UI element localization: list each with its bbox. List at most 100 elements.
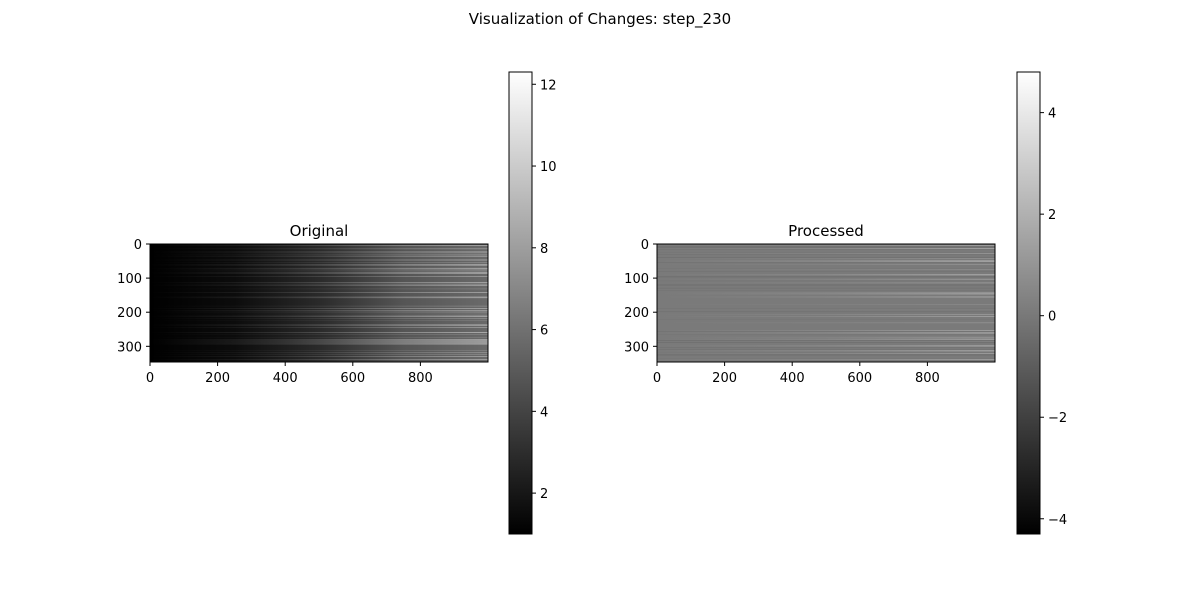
heatmap-row [150, 251, 488, 252]
heatmap-row [150, 297, 488, 298]
x-tick-label: 400 [273, 371, 298, 386]
colorbar-tick-label: 2 [1048, 208, 1056, 223]
heatmap-row [657, 333, 995, 334]
heatmap-frame [656, 243, 996, 363]
heatmap-row [150, 252, 488, 253]
heatmap-row [150, 353, 488, 354]
heatmap-row [657, 319, 995, 320]
heatmap-row [150, 285, 488, 286]
x-tick-label: 200 [205, 371, 230, 386]
heatmap-row [150, 359, 488, 360]
heatmap-row [657, 352, 995, 353]
colorbar-tick-label: 4 [540, 405, 548, 420]
heatmap-row [657, 294, 995, 295]
heatmap-row [657, 253, 995, 254]
heatmap-row [657, 316, 995, 317]
heatmap-row [150, 320, 488, 321]
heatmap-row [657, 267, 995, 268]
heatmap-row [150, 270, 488, 271]
heatmap-row [657, 331, 995, 332]
heatmap-row [150, 344, 488, 345]
heatmap-row [150, 324, 488, 325]
heatmap-row [657, 260, 995, 261]
heatmap-row [150, 340, 488, 341]
heatmap-row [657, 284, 995, 285]
heatmap-row [150, 356, 488, 357]
heatmap-row [657, 275, 995, 276]
heatmap-row [657, 268, 995, 269]
heatmap-row [150, 343, 488, 344]
figure-title: Visualization of Changes: step_230 [469, 10, 731, 29]
heatmap-row [150, 337, 488, 338]
x-tick-label: 200 [712, 371, 737, 386]
heatmap-row [657, 359, 995, 360]
heatmap-row [150, 256, 488, 257]
colorbar-tick-label: 6 [540, 324, 548, 339]
colorbar [1016, 71, 1041, 535]
heatmap-row [657, 351, 995, 352]
heatmap-row [657, 274, 995, 275]
x-tick-label: 600 [847, 371, 872, 386]
colorbar-tick-label: 0 [1048, 310, 1056, 325]
heatmap-row [150, 341, 488, 342]
heatmap-row [150, 283, 488, 284]
heatmap-row [657, 290, 995, 291]
panel-title: Original [290, 222, 349, 240]
original-panel: Original 0 200 400 600 800 0 100 200 300 2 4 6 8 10 12 [117, 71, 557, 535]
colorbar-tick-label: 12 [540, 78, 557, 93]
heatmap-row [150, 269, 488, 270]
heatmap-row [657, 297, 995, 298]
heatmap-row [150, 327, 488, 328]
heatmap-row [657, 261, 995, 262]
heatmap-row [657, 328, 995, 329]
heatmap-row [657, 349, 995, 350]
heatmap-row [657, 287, 995, 288]
heatmap-row [657, 247, 995, 248]
heatmap-row [657, 262, 995, 263]
heatmap-row [150, 262, 488, 263]
y-tick-label: 100 [117, 272, 142, 287]
y-tick-label: 200 [117, 306, 142, 321]
heatmap-row [657, 339, 995, 340]
x-tick-label: 800 [915, 371, 940, 386]
heatmap-row [150, 318, 488, 319]
heatmap-row [657, 276, 995, 277]
heatmap-row [150, 255, 488, 256]
heatmap-row [150, 354, 488, 355]
heatmap-row [657, 332, 995, 333]
heatmap-row [657, 304, 995, 305]
heatmap-row [657, 358, 995, 359]
heatmap-row [150, 314, 488, 315]
heatmap-row [657, 330, 995, 331]
colorbar-tick-label: 4 [1048, 107, 1056, 122]
heatmap-row [657, 245, 995, 246]
heatmap-row [150, 289, 488, 290]
heatmap-image [657, 244, 995, 362]
heatmap-row [150, 276, 488, 277]
y-tick-label: 200 [624, 306, 649, 321]
heatmap-row [657, 314, 995, 315]
heatmap-row [150, 282, 488, 283]
heatmap-row [150, 339, 488, 340]
heatmap-row [657, 258, 995, 259]
heatmap-row [657, 252, 995, 253]
heatmap-row [150, 271, 488, 272]
heatmap-row [150, 253, 488, 254]
heatmap-frame [149, 243, 489, 363]
heatmap-row [657, 347, 995, 348]
heatmap-row [150, 273, 488, 274]
heatmap-row [657, 340, 995, 341]
heatmap-row [150, 260, 488, 261]
heatmap-row [657, 296, 995, 297]
heatmap-base [657, 244, 995, 362]
colorbar-tick-label: 2 [540, 487, 548, 502]
y-tick-label: 300 [117, 340, 142, 355]
heatmap-row [657, 336, 995, 337]
heatmap-row [657, 271, 995, 272]
heatmap-row [150, 336, 488, 337]
colorbar-tick-label: 8 [540, 242, 548, 257]
heatmap-row [657, 308, 995, 309]
heatmap-row [657, 278, 995, 279]
heatmap-row [657, 254, 995, 255]
heatmap-row [657, 337, 995, 338]
